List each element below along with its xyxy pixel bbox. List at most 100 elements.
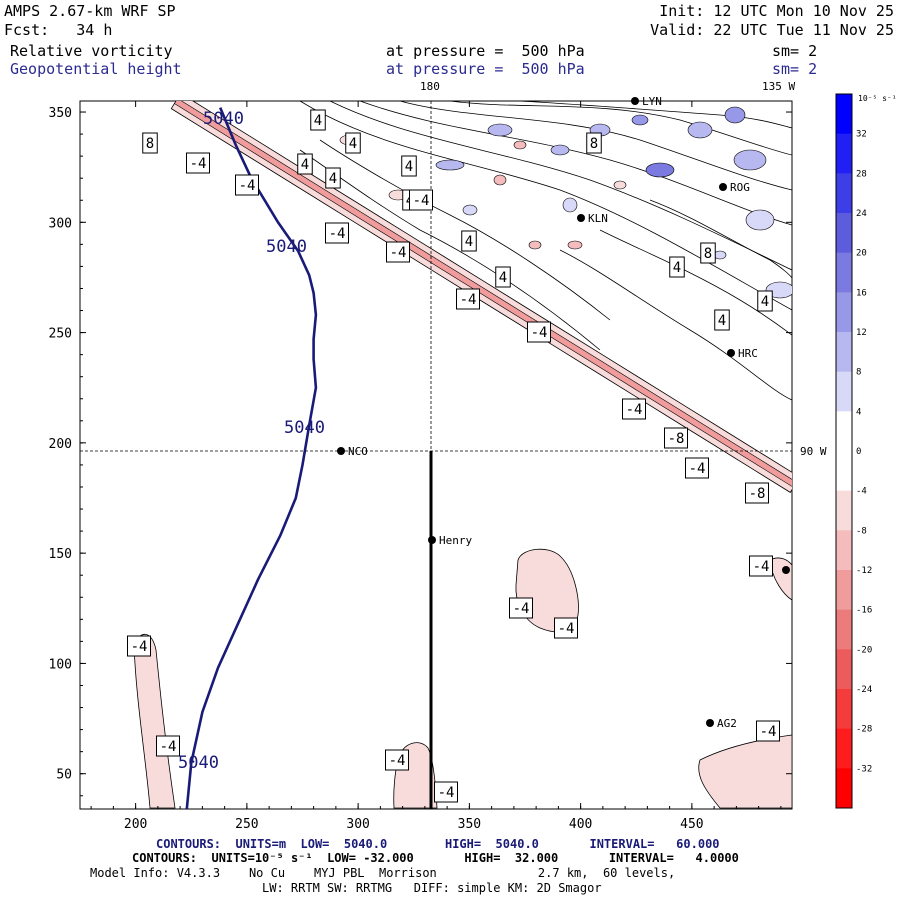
vorticity-label-box <box>756 720 780 742</box>
station-label: ROG <box>730 181 750 194</box>
vorticity-label-box <box>664 427 688 449</box>
vorticity-label-box <box>310 109 326 131</box>
vorticity-label: -4 <box>509 597 533 619</box>
vorticity-label: 4 <box>714 309 730 331</box>
station-dot <box>631 97 639 105</box>
height-label-4: 5040 <box>178 753 219 773</box>
colorbar-tick-label: -20 <box>856 645 872 655</box>
vorticity-label: -4 <box>434 781 458 803</box>
pressure1: at pressure = 500 hPa <box>386 42 585 60</box>
colorbar-swatch <box>836 94 852 135</box>
colorbar-tick-label: 28 <box>856 169 867 179</box>
colorbar-tick-label: -8 <box>856 526 867 536</box>
station-nco: NCO <box>337 445 368 458</box>
vorticity-label-box <box>386 241 410 263</box>
vorticity-label: 4 <box>401 155 417 177</box>
colorbar-swatch <box>836 728 852 769</box>
vorticity-noise-region <box>299 101 792 401</box>
x-tick-label: 300 <box>346 817 369 832</box>
colorbar-swatch <box>836 570 852 611</box>
vorticity-label-box <box>554 617 578 639</box>
station-label: Henry <box>439 534 472 547</box>
vorticity-label: 4 <box>345 132 361 154</box>
x-tick-label: 350 <box>458 817 481 832</box>
vorticity-label-text: -4 <box>460 292 477 308</box>
colorbar-swatch <box>836 411 852 452</box>
vorticity-label: -4 <box>527 321 551 343</box>
station-kln: KLN <box>577 212 608 225</box>
vorticity-label: -4 <box>554 617 578 639</box>
colorbar-swatch <box>836 213 852 254</box>
forecast-label: Fcst: 34 h <box>4 22 112 39</box>
vorticity-label: 4 <box>495 266 511 288</box>
colorbar-tick-label: -28 <box>856 725 872 735</box>
footer-line2: CONTOURS: UNITS=10⁻⁵ s⁻¹ LOW= -32.000 HI… <box>132 851 739 865</box>
vorticity-label: -4 <box>127 635 151 657</box>
vorticity-label-text: 4 <box>465 234 473 250</box>
station-dot-edge <box>782 566 790 574</box>
station-rog: ROG <box>719 181 750 194</box>
vorticity-label: -4 <box>622 398 646 420</box>
colorbar-swatch <box>836 768 852 809</box>
pressure2: at pressure = 500 hPa <box>386 60 585 78</box>
vorticity-label-text: -4 <box>558 621 575 637</box>
vorticity-label-text: 4 <box>349 136 357 152</box>
y-tick-label: 150 <box>49 547 72 562</box>
vorticity-strip-right <box>698 734 792 809</box>
colorbar-swatch <box>836 530 852 571</box>
vorticity-label-text: 4 <box>329 171 337 187</box>
station-label: NCO <box>348 445 368 458</box>
vorticity-label-text: 4 <box>499 270 507 286</box>
vorticity-label: -4 <box>235 174 259 196</box>
vorticity-label: -8 <box>664 427 688 449</box>
vorticity-label: -8 <box>745 482 769 504</box>
vorticity-label: 4 <box>310 109 326 131</box>
vorticity-label-text: -4 <box>513 601 530 617</box>
colorbar-swatch <box>836 451 852 492</box>
vorticity-label-box <box>297 153 313 175</box>
station-dot <box>727 349 735 357</box>
vorticity-label-text: -4 <box>390 245 407 261</box>
vorticity-label: -4 <box>749 555 773 577</box>
colorbar-swatch <box>836 332 852 373</box>
valid-time: Valid: 22 UTC Tue 11 Nov 25 <box>650 21 894 39</box>
colorbar-tick-label: -12 <box>856 566 872 576</box>
colorbar-tick-label: 12 <box>856 328 867 338</box>
vorticity-label-box <box>186 152 210 174</box>
stations: LYN ROG KLN HRC NCO Henry AG2 <box>337 95 790 730</box>
vorticity-label-box <box>325 222 349 244</box>
station-hrc: HRC <box>727 347 758 360</box>
colorbar-tick-label: 24 <box>856 209 867 219</box>
colorbar-swatch <box>836 173 852 214</box>
vorticity-label-box <box>127 635 151 657</box>
colorbar-tick-label: 8 <box>856 368 861 378</box>
vorticity-strip-left <box>133 633 176 809</box>
height-label-1: 5040 <box>203 109 244 129</box>
y-tick-label: 350 <box>49 106 72 121</box>
vorticity-label-text: -4 <box>531 325 548 341</box>
y-tick-label: 100 <box>49 657 72 672</box>
vorticity-label-text: 4 <box>301 157 309 173</box>
y-tick-label: 250 <box>49 327 72 342</box>
vorticity-label: -4 <box>385 749 409 771</box>
vorticity-label-text: -4 <box>689 461 706 477</box>
vorticity-label: 4 <box>461 230 477 252</box>
y-tick-label: 300 <box>49 216 72 231</box>
colorbar-tick-label: 4 <box>856 407 861 417</box>
vorticity-label-text: -4 <box>190 156 207 172</box>
vorticity-label-box <box>685 457 709 479</box>
vorticity-label-box <box>325 167 341 189</box>
footer-line3: Model Info: V4.3.3 No Cu MYJ PBL Morriso… <box>90 866 676 880</box>
vorticity-labels: 8-4-4-4-4-4-4-4-8-4-8-4-4-4-4-4-4-4-4444… <box>127 109 780 803</box>
vorticity-label: 8 <box>586 132 602 154</box>
vorticity-label: -4 <box>756 720 780 742</box>
lon-label-90w: 90 W <box>800 445 827 458</box>
vorticity-band-inner <box>173 101 792 487</box>
colorbar: 32 28 24 20 16 12 8 4 0 -4 -8 -12 -16 -20 -24 -28 -32 <box>835 93 872 809</box>
vorticity-label-box <box>142 132 158 154</box>
vorticity-label: 8 <box>142 132 158 154</box>
vorticity-label-box <box>586 132 602 154</box>
vorticity-label-box <box>527 321 551 343</box>
station-label: HRC <box>738 347 758 360</box>
lon-label-135w: 135 W <box>762 80 795 93</box>
